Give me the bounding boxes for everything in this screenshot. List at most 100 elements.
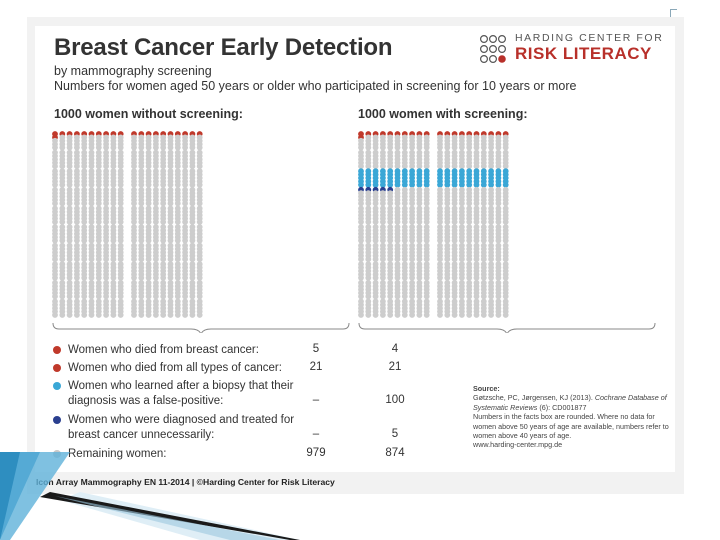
- person-dot: [174, 181, 181, 188]
- person-dot: [145, 219, 152, 225]
- person-dot: [409, 312, 415, 318]
- person-dot: [473, 293, 480, 300]
- source-heading: Source:: [473, 384, 500, 393]
- person-dot: [153, 219, 159, 225]
- person-dot: [103, 200, 109, 207]
- person-dot: [495, 163, 502, 170]
- person-dot: [160, 200, 167, 207]
- person-dot: [95, 144, 102, 151]
- person-dot: [52, 219, 58, 225]
- person-dot: [138, 312, 145, 318]
- person-dot: [480, 200, 487, 207]
- person-dot: [145, 181, 152, 188]
- person-dot: [365, 163, 372, 170]
- person-dot: [495, 237, 502, 244]
- person-dot: [416, 200, 423, 207]
- person-dot: [153, 200, 159, 207]
- person-dot: [444, 219, 451, 225]
- person-dot: [394, 181, 401, 188]
- person-dot: [495, 256, 502, 263]
- person-dot: [365, 293, 372, 300]
- person-dot: [196, 163, 203, 170]
- slide-decoration: [0, 452, 300, 540]
- person-dot: [387, 274, 394, 281]
- person-dot: [437, 163, 443, 170]
- person-dot: [444, 181, 451, 188]
- person-dot: [131, 293, 137, 300]
- person-dot: [473, 237, 480, 244]
- person-dot: [59, 181, 66, 188]
- person-dot: [459, 312, 465, 318]
- person-dot: [160, 237, 167, 244]
- person-dot: [394, 144, 401, 151]
- person-dot: [365, 219, 372, 225]
- person-dot: [387, 200, 394, 207]
- panel-heading-without: 1000 women without screening:: [54, 107, 243, 121]
- person-dot: [488, 237, 494, 244]
- person-dot: [88, 312, 95, 318]
- person-dot: [110, 274, 117, 281]
- person-dot: [466, 163, 473, 170]
- person-dot: [401, 237, 408, 244]
- person-dot: [394, 256, 401, 263]
- person-dot: [160, 181, 167, 188]
- person-dot: [502, 256, 509, 263]
- person-dot: [401, 181, 408, 188]
- person-dot: [437, 181, 443, 188]
- person-dot: [372, 181, 379, 188]
- person-dot: [81, 219, 88, 225]
- blue-dot-icon: [53, 382, 61, 390]
- person-dot: [174, 200, 181, 207]
- person-dot: [372, 163, 379, 170]
- person-dot: [145, 200, 152, 207]
- person-dot: [145, 144, 152, 151]
- person-dot: [196, 237, 203, 244]
- person-dot: [189, 312, 196, 318]
- value-without: 5: [312, 343, 320, 355]
- person-dot: [409, 163, 415, 170]
- source-note: Numbers in the facts box are rounded. Wh…: [473, 412, 669, 441]
- person-dot: [416, 274, 423, 281]
- person-dot: [480, 144, 487, 151]
- person-dot: [495, 144, 502, 151]
- value-without: –: [312, 394, 320, 406]
- person-dot: [160, 293, 167, 300]
- person-dot: [358, 200, 364, 207]
- person-dot: [437, 256, 443, 263]
- person-dot: [138, 181, 145, 188]
- person-dot: [59, 200, 66, 207]
- person-dot: [117, 237, 124, 244]
- person-dot: [437, 219, 443, 225]
- value-with: 100: [385, 394, 405, 406]
- person-dot: [110, 144, 117, 151]
- person-dot: [480, 219, 487, 225]
- source-url[interactable]: www.harding-center.mpg.de: [473, 440, 563, 450]
- person-dot: [66, 312, 73, 318]
- person-dot: [365, 274, 372, 281]
- person-dot: [416, 181, 423, 188]
- person-dot: [95, 256, 102, 263]
- person-dot: [66, 200, 73, 207]
- person-dot: [480, 237, 487, 244]
- person-dot: [437, 144, 443, 151]
- person-dot: [174, 293, 181, 300]
- person-dot: [103, 312, 109, 318]
- person-dot: [167, 274, 174, 281]
- person-dot: [74, 219, 80, 225]
- person-dot: [182, 163, 189, 170]
- person-dot: [153, 256, 159, 263]
- slide-corner-icon: [670, 9, 677, 17]
- person-dot: [160, 312, 167, 318]
- person-dot: [358, 144, 364, 151]
- person-dot: [358, 163, 364, 170]
- person-dot: [488, 163, 494, 170]
- person-dot: [167, 219, 174, 225]
- person-dot: [174, 219, 181, 225]
- person-dot: [437, 312, 443, 318]
- person-dot: [59, 219, 66, 225]
- person-dot: [95, 163, 102, 170]
- person-dot: [380, 256, 386, 263]
- person-dot: [401, 163, 408, 170]
- person-dot: [409, 181, 415, 188]
- person-dot: [117, 144, 124, 151]
